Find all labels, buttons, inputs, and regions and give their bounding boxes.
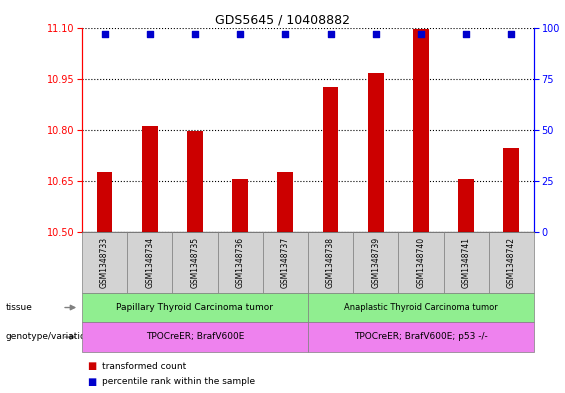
Text: TPOCreER; BrafV600E: TPOCreER; BrafV600E (146, 332, 244, 342)
Point (462, 31, 471, 37)
Text: TPOCreER; BrafV600E; p53 -/-: TPOCreER; BrafV600E; p53 -/- (354, 332, 488, 342)
Text: percentile rank within the sample: percentile rank within the sample (102, 378, 255, 386)
Text: GSM1348742: GSM1348742 (507, 237, 516, 288)
Text: transformed count: transformed count (102, 362, 186, 371)
Bar (368, 73, 384, 232)
Text: GSM1348736: GSM1348736 (236, 237, 245, 288)
Bar (503, 149, 519, 232)
Text: tissue: tissue (6, 303, 33, 312)
Point (281, 31, 290, 37)
Point (100, 31, 109, 37)
Text: GSM1348735: GSM1348735 (190, 237, 199, 288)
Text: GSM1348741: GSM1348741 (462, 237, 471, 288)
Text: genotype/variation: genotype/variation (6, 332, 92, 342)
Point (236, 31, 245, 37)
Bar (97, 172, 112, 232)
Text: ■: ■ (88, 377, 97, 387)
Text: Papillary Thyroid Carcinoma tumor: Papillary Thyroid Carcinoma tumor (116, 303, 273, 312)
Bar (277, 172, 293, 232)
Point (507, 31, 516, 37)
Text: ■: ■ (88, 361, 97, 371)
Text: GSM1348737: GSM1348737 (281, 237, 290, 288)
Text: GDS5645 / 10408882: GDS5645 / 10408882 (215, 14, 350, 27)
Point (145, 31, 154, 37)
Bar (187, 131, 203, 232)
Text: GSM1348740: GSM1348740 (416, 237, 425, 288)
Bar (142, 126, 158, 232)
Text: Anaplastic Thyroid Carcinoma tumor: Anaplastic Thyroid Carcinoma tumor (344, 303, 498, 312)
Text: GSM1348738: GSM1348738 (326, 237, 335, 288)
Text: GSM1348733: GSM1348733 (100, 237, 109, 288)
Text: GSM1348739: GSM1348739 (371, 237, 380, 288)
Point (190, 31, 199, 37)
Bar (232, 179, 248, 232)
Point (416, 31, 425, 37)
Bar (323, 87, 338, 232)
Bar (413, 29, 429, 232)
Point (326, 31, 335, 37)
Text: GSM1348734: GSM1348734 (145, 237, 154, 288)
Point (371, 31, 380, 37)
Bar (458, 179, 474, 232)
